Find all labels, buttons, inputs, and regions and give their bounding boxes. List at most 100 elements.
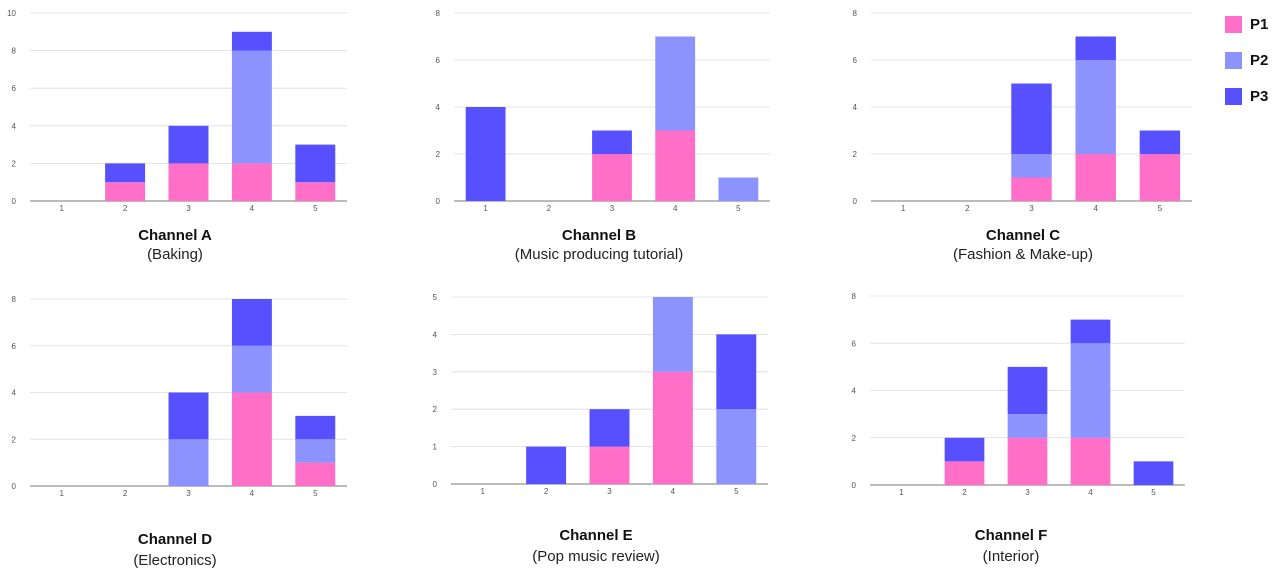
y-tick-label: 6	[852, 339, 857, 348]
bar-segment-p3	[526, 446, 567, 484]
y-tick-label: 5	[433, 293, 438, 302]
x-tick-label: 1	[901, 204, 906, 213]
bar-segment-p2	[1075, 60, 1116, 154]
channel-b-chart: 0 2 4 6 8 1 2 3 4 5 Channel B (Music producing tu…	[436, 9, 770, 263]
chart-subtitle: (Baking)	[147, 246, 203, 263]
y-tick-label: 8	[436, 9, 441, 18]
x-tick-label: 2	[544, 487, 549, 496]
y-tick-label: 2	[12, 159, 17, 168]
x-tick-label: 5	[736, 204, 741, 213]
bar-segment-p2	[1007, 414, 1048, 438]
bar-segment-p1	[1011, 177, 1052, 201]
bar-segment-p1	[231, 163, 272, 201]
bar-segment-p3	[231, 299, 272, 346]
x-tick-label: 1	[59, 489, 64, 498]
bar-segment-p1	[105, 182, 146, 201]
bar-segment-p3	[1075, 36, 1116, 60]
x-tick-label: 5	[1158, 204, 1163, 213]
x-tick-label: 5	[734, 487, 739, 496]
channel-d-chart: 0 2 4 6 8 1 2 3 4 5 Channel D (Electronics)	[12, 295, 347, 569]
x-tick-label: 3	[607, 487, 612, 496]
bar-segment-p3	[944, 437, 985, 462]
bar-segment-p2	[295, 439, 336, 463]
bar-segment-p3	[465, 107, 506, 201]
x-tick-label: 3	[1025, 488, 1030, 497]
y-tick-label: 6	[436, 56, 441, 65]
bar-segment-p1	[944, 461, 985, 485]
chart-subtitle: (Music producing tutorial)	[515, 246, 683, 263]
y-tick-label: 2	[853, 150, 858, 159]
y-tick-label: 1	[433, 443, 438, 452]
y-tick-label: 8	[12, 47, 17, 56]
chart-subtitle: (Electronics)	[133, 552, 216, 569]
y-tick-label: 0	[433, 480, 438, 489]
x-tick-label: 2	[123, 489, 128, 498]
bar-segment-p1	[295, 182, 336, 201]
x-tick-label: 3	[610, 204, 615, 213]
y-tick-label: 2	[436, 150, 441, 159]
bar-segment-p3	[589, 409, 630, 447]
y-tick-label: 0	[12, 197, 17, 206]
legend: P1 P2 P3	[1225, 6, 1268, 114]
x-tick-label: 1	[899, 488, 904, 497]
bar-segment-p3	[1007, 366, 1048, 415]
y-tick-label: 2	[433, 405, 438, 414]
x-tick-label: 5	[313, 489, 318, 498]
bar-segment-p1	[592, 154, 632, 201]
chart-title: Channel F	[975, 527, 1048, 544]
bar-segment-p3	[1139, 130, 1181, 154]
bar-segment-p2	[716, 409, 757, 484]
y-tick-label: 8	[12, 295, 17, 304]
bar-segment-p3	[716, 334, 757, 410]
bar-segment-p1	[1075, 154, 1116, 201]
channel-c-chart: 0 2 4 6 8 1 2 3 4 5 Channel C (Fashion & Make-up)	[853, 9, 1192, 263]
legend-swatch-p1	[1225, 15, 1242, 33]
bar-segment-p1	[1070, 437, 1111, 485]
y-tick-label: 4	[436, 103, 441, 112]
legend-swatch-p2	[1225, 51, 1242, 69]
bar-segment-p1	[652, 371, 693, 484]
bar-segment-p1	[168, 163, 209, 201]
y-tick-label: 6	[12, 84, 17, 93]
bar-segment-p1	[231, 392, 272, 486]
bar-segment-p1	[1139, 154, 1181, 201]
bar-segment-p3	[1133, 461, 1174, 485]
y-tick-label: 0	[436, 197, 441, 206]
y-tick-label: 8	[853, 9, 858, 18]
legend-item-p2: P2	[1225, 42, 1268, 78]
y-tick-label: 6	[853, 56, 858, 65]
x-tick-label: 4	[250, 489, 255, 498]
bar-segment-p3	[105, 163, 146, 183]
bar-segment-p3	[231, 31, 272, 51]
y-tick-label: 10	[7, 9, 16, 18]
legend-label: P3	[1250, 87, 1269, 105]
x-tick-label: 3	[186, 204, 191, 213]
bar-segment-p2	[652, 297, 693, 372]
channel-e-chart: 0 1 2 3 4 5 1 2 3 4 5 Channel E (Pop music review)	[433, 293, 768, 565]
y-tick-label: 2	[852, 434, 857, 443]
x-tick-label: 5	[313, 204, 318, 213]
legend-label: P2	[1250, 51, 1269, 69]
chart-subtitle: (Interior)	[983, 548, 1040, 565]
bar-segment-p2	[1070, 343, 1111, 438]
chart-title: Channel B	[562, 227, 636, 244]
chart-title: Channel C	[986, 227, 1060, 244]
y-tick-label: 4	[12, 122, 17, 131]
y-tick-label: 2	[12, 435, 17, 444]
x-tick-label: 1	[480, 487, 485, 496]
bar-segment-p2	[655, 36, 696, 131]
bar-segment-p2	[718, 177, 759, 201]
x-tick-label: 4	[250, 204, 255, 213]
x-tick-label: 4	[671, 487, 676, 496]
y-tick-label: 0	[853, 197, 858, 206]
legend-item-p3: P3	[1225, 78, 1268, 114]
x-tick-label: 1	[59, 204, 64, 213]
bar-segment-p1	[589, 446, 630, 484]
chart-title: Channel A	[138, 227, 212, 244]
x-tick-label: 4	[1088, 488, 1093, 497]
chart-subtitle: (Pop music review)	[532, 548, 660, 565]
y-tick-label: 0	[852, 481, 857, 490]
y-tick-label: 4	[853, 103, 858, 112]
y-tick-label: 8	[852, 292, 857, 301]
